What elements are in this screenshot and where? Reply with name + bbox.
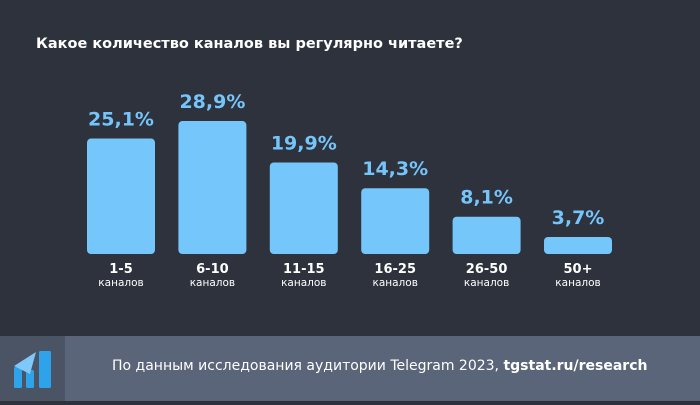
- category-sublabel: каналов: [190, 277, 235, 289]
- bar: [361, 188, 430, 254]
- category-sublabel: каналов: [555, 277, 600, 289]
- tgstat-logo-icon: [14, 351, 51, 388]
- category-label: 6-10: [196, 262, 229, 277]
- category-sublabel: каналов: [372, 277, 417, 289]
- bar: [178, 121, 247, 254]
- category-sublabel: каналов: [281, 277, 326, 289]
- footer-source-text: По данным исследования аудитории Telegra…: [112, 358, 504, 374]
- bar: [87, 138, 155, 254]
- bar: [452, 216, 521, 254]
- data-label: 8,1%: [460, 187, 513, 209]
- data-label: 19,9%: [271, 132, 337, 154]
- category-label: 11-15: [283, 262, 325, 277]
- data-label: 28,9%: [179, 91, 245, 113]
- chart-title: Какое количество каналов вы регулярно чи…: [36, 36, 463, 52]
- logo-box: [0, 336, 65, 401]
- data-label: 25,1%: [88, 109, 154, 131]
- data-label: 3,7%: [552, 207, 605, 229]
- bar: [269, 162, 338, 254]
- category-label: 50+: [564, 262, 593, 277]
- category-label: 1-5: [109, 262, 133, 277]
- category-label: 16-25: [374, 262, 416, 277]
- bar: [544, 236, 612, 254]
- footer: По данным исследования аудитории Telegra…: [0, 336, 700, 401]
- category-sublabel: каналов: [464, 277, 509, 289]
- category-sublabel: каналов: [98, 277, 143, 289]
- footer-source: По данным исследования аудитории Telegra…: [112, 358, 647, 374]
- bar-chart: 25,1%1-5каналов28,9%6-10каналов19,9%11-1…: [87, 91, 612, 289]
- footer-link[interactable]: tgstat.ru/research: [503, 358, 648, 374]
- category-label: 26-50: [466, 262, 508, 277]
- data-label: 14,3%: [362, 158, 428, 180]
